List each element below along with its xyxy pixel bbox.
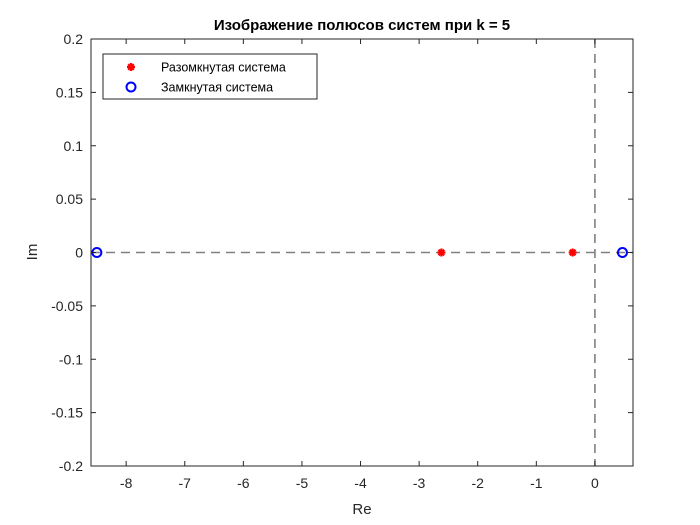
legend-label: Разомкнутая система: [161, 61, 286, 75]
x-tick-label: -3: [413, 475, 426, 491]
x-tick-label: -1: [530, 475, 543, 491]
open-loop-pole-point: [437, 248, 446, 257]
reference-lines: [91, 39, 633, 466]
legend-box: [102, 53, 318, 100]
x-tick-label: -8: [120, 475, 133, 491]
x-tick-label: -5: [296, 475, 309, 491]
y-tick-label: -0.15: [51, 405, 83, 421]
x-tick-label: -2: [471, 475, 484, 491]
y-tick-label: 0: [75, 245, 83, 261]
y-tick-label: -0.05: [51, 298, 83, 314]
chart-title: Изображение полюсов систем при k = 5: [214, 17, 510, 34]
x-tick-label: 0: [591, 475, 599, 491]
x-tick-label: -6: [237, 475, 250, 491]
legend-marker-closed-loop: [125, 81, 137, 93]
y-tick-label: 0.1: [64, 138, 84, 154]
x-axis: -8 -7 -6 -5 -4 -3 -2 -1 0: [120, 39, 599, 491]
y-tick-label: -0.2: [59, 458, 83, 474]
x-tick-label: -4: [354, 475, 367, 491]
y-tick-label: -0.1: [59, 351, 83, 367]
legend-marker-open-loop: [127, 63, 135, 71]
open-loop-pole-point: [568, 248, 577, 257]
y-tick-label: 0.15: [56, 84, 83, 100]
y-tick-label: 0.05: [56, 191, 83, 207]
y-axis-label: Im: [24, 244, 41, 261]
y-tick-label: 0.2: [64, 31, 84, 47]
x-tick-label: -7: [179, 475, 192, 491]
x-axis-label: Re: [352, 501, 371, 518]
legend: Разомкнутая система Замкнутая система: [102, 53, 318, 100]
y-axis: -0.2 -0.15 -0.1 -0.05 0 0.05 0.1 0.15 0.2: [51, 31, 633, 474]
legend-label: Замкнутая система: [161, 81, 273, 95]
data-points: [91, 247, 628, 258]
closed-loop-pole-point: [616, 247, 628, 258]
